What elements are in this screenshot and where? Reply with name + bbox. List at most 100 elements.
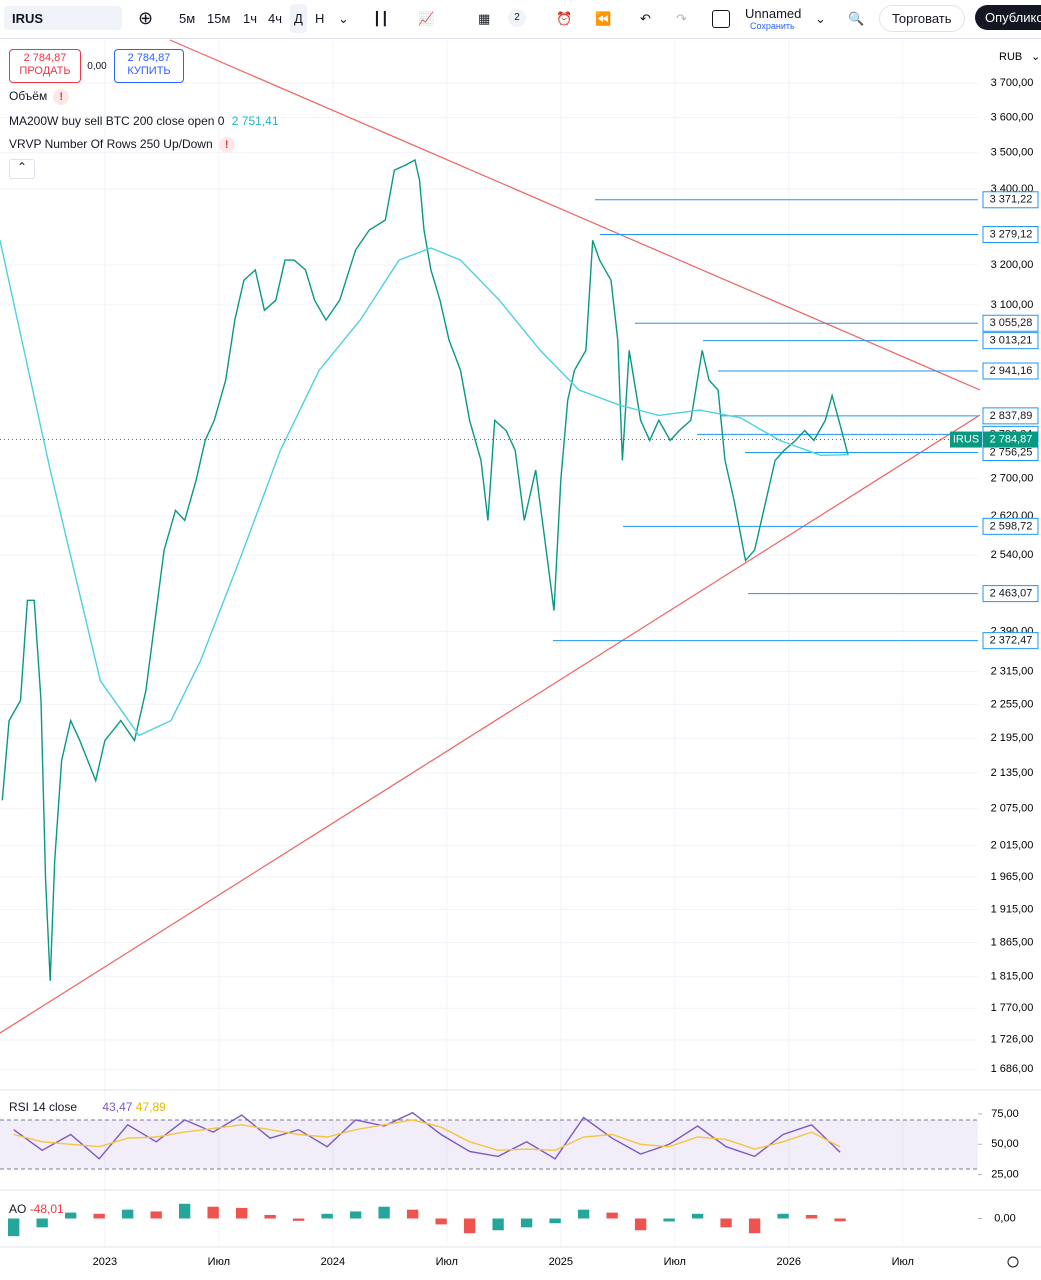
grid	[0, 38, 978, 1247]
legend-ma: MA200W buy sell BTC 200 close open 0 2 7…	[9, 114, 279, 128]
spread: 0,00	[87, 61, 107, 72]
y-tick-label: 25,00	[991, 1169, 1019, 1181]
level-tag	[982, 226, 1039, 244]
y-tick-label: 3 600,00	[991, 111, 1034, 123]
trend-line	[0, 414, 981, 1034]
add-symbol[interactable]: ⊕	[138, 8, 154, 28]
y-tick-label: 1 770,00	[991, 1002, 1034, 1014]
chart-type[interactable]: ┃┃	[373, 11, 389, 26]
indicators[interactable]: 📈	[418, 11, 435, 26]
x-tick-label: 2026	[777, 1256, 801, 1268]
interval[interactable]: 1ч	[243, 11, 258, 26]
ao-bar	[435, 1218, 447, 1225]
settings-icon[interactable]	[1007, 1256, 1019, 1268]
level-label: 2 941,16	[990, 365, 1033, 377]
level-label: 2 463,07	[990, 588, 1033, 600]
legend-vrvp: VRVP Number Of Rows 250 Up/Down!	[9, 137, 235, 153]
y-tick-label: 2 135,00	[991, 767, 1034, 779]
legend-text: RSI 14 close	[9, 1100, 78, 1114]
y-tick-label: 2 700,00	[991, 472, 1034, 484]
trade-button[interactable]: Торговать	[879, 5, 965, 32]
ao-bar	[321, 1213, 333, 1219]
y-tick-label: 1 815,00	[991, 971, 1034, 983]
layout-count: 2	[508, 9, 526, 27]
symbol-search[interactable]: IRUS	[4, 6, 122, 30]
y-tick-label: 3 500,00	[991, 147, 1034, 159]
ao-bar	[463, 1218, 476, 1234]
symbol: IRUS	[12, 11, 44, 26]
publish-button[interactable]: Опублико	[975, 5, 1041, 30]
ao-bar	[349, 1211, 362, 1219]
y-tick-label: 2 315,00	[991, 665, 1034, 677]
ao-bar	[65, 1212, 77, 1219]
warning[interactable]: !	[218, 137, 235, 153]
legend-text: AO	[9, 1202, 27, 1216]
interval-dropdown[interactable]: ⌄	[338, 11, 349, 26]
alert[interactable]: ⏰	[556, 11, 573, 26]
buy-text: КУПИТЬ	[127, 65, 171, 77]
y-tick-label: 2 255,00	[991, 698, 1034, 710]
ao-bar	[748, 1218, 761, 1234]
ao-bar	[834, 1218, 846, 1222]
level-label: 2 372,47	[990, 635, 1033, 647]
buy-button[interactable]: 2 784,87 КУПИТЬ	[114, 49, 184, 83]
level-tag	[982, 632, 1039, 650]
quick-search[interactable]: 🔍	[848, 11, 865, 26]
ao-bar	[264, 1214, 276, 1219]
warning[interactable]: !	[53, 89, 70, 105]
ao-bar	[121, 1209, 134, 1219]
layout-dropdown[interactable]: ⌄	[815, 11, 826, 26]
y-tick-label: 3 200,00	[991, 259, 1034, 271]
collapse-legend[interactable]: ⌃	[9, 159, 35, 179]
series-line	[13, 1119, 841, 1152]
ao-bar	[663, 1218, 675, 1222]
ao-bar	[292, 1218, 305, 1221]
legend-value: -48,01	[29, 1202, 64, 1216]
last-price-label: 2 784,87	[990, 433, 1033, 445]
symbol-tag	[950, 431, 982, 448]
x-tick-label: 2025	[549, 1256, 573, 1268]
buy-price: 2 784,87	[127, 52, 171, 64]
sell-button[interactable]: 2 784,87 ПРОДАТЬ	[9, 49, 81, 83]
interval[interactable]: 15м	[207, 11, 231, 26]
layouts[interactable]: ▦	[478, 11, 491, 26]
interval[interactable]: Н	[315, 11, 325, 26]
interval-active[interactable]: Д	[290, 4, 307, 33]
interval[interactable]: 4ч	[268, 11, 283, 26]
legend-text: Объём	[9, 89, 48, 103]
level-tag	[982, 362, 1039, 380]
ao-legend: AO -48,01	[9, 1202, 64, 1216]
level-tag	[982, 314, 1039, 332]
ao-bar	[406, 1209, 419, 1219]
layout-box[interactable]	[712, 10, 730, 28]
level-tag	[982, 332, 1039, 350]
x-tick-label: Июл	[436, 1256, 458, 1268]
interval[interactable]: 5м	[179, 11, 196, 26]
ao-bar	[805, 1214, 818, 1219]
ao-bar	[378, 1206, 390, 1219]
ao-bar	[777, 1213, 789, 1219]
y-tick-label: 3 100,00	[991, 299, 1034, 311]
series-line	[0, 240, 849, 737]
legend-text: VRVP Number Of Rows 250 Up/Down	[9, 137, 213, 151]
layout-name[interactable]: Unnamed	[745, 6, 802, 21]
level-label: 3 013,21	[990, 335, 1033, 347]
sell-price: 2 784,87	[23, 52, 67, 64]
undo[interactable]: ↶	[640, 11, 651, 26]
ao-bar	[691, 1213, 704, 1219]
legend-value: 43,47	[102, 1100, 133, 1114]
y-tick-label: 1 686,00	[991, 1063, 1034, 1075]
ao-bar	[207, 1206, 219, 1219]
y-tick-label: 1 915,00	[991, 903, 1034, 915]
redo[interactable]: ↷	[676, 11, 687, 26]
replay[interactable]: ⏪	[595, 11, 612, 26]
ao-bar	[235, 1207, 248, 1219]
level-label: 2 756,25	[990, 446, 1033, 458]
currency-dropdown[interactable]: ⌄	[1031, 51, 1040, 63]
level-tag	[982, 191, 1039, 209]
save-link[interactable]: Сохранить	[750, 21, 795, 31]
y-tick-label: 75,00	[991, 1108, 1019, 1120]
y-tick-label: 2 195,00	[991, 732, 1034, 744]
y-tick-label: 0,00	[994, 1212, 1015, 1224]
